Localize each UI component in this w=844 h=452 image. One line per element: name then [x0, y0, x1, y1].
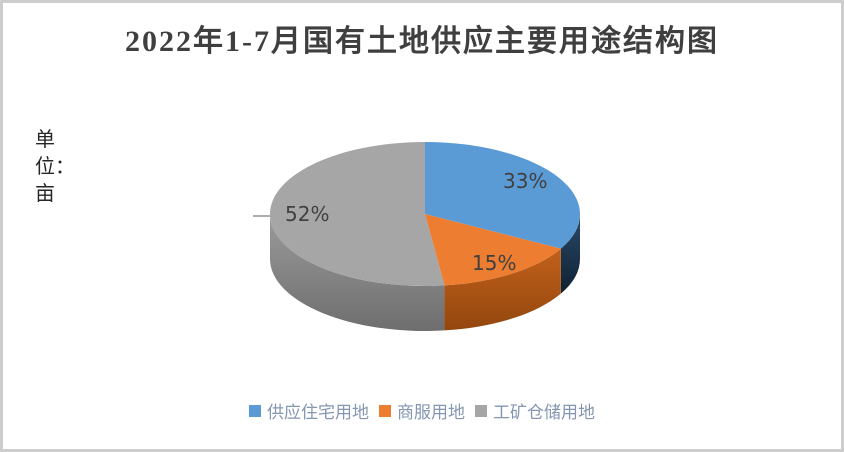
pie-data-label-commercial: 15%	[472, 251, 517, 275]
legend-swatch-residential	[249, 404, 261, 417]
pie-slice-side-0	[560, 214, 580, 294]
pie-data-label-industrial: 52%	[285, 202, 330, 226]
legend-label: 工矿仓储用地	[493, 403, 595, 422]
legend-swatch-commercial	[379, 404, 391, 417]
legend-item-residential[interactable]: 供应住宅用地	[249, 398, 369, 423]
pie-slice-side-2	[270, 214, 445, 331]
legend-label: 供应住宅用地	[267, 403, 369, 422]
pie-slice-2[interactable]	[270, 142, 445, 286]
chart-title: 2022年1-7月国有土地供应主要用途结构图	[125, 25, 719, 58]
legend-swatch-industrial	[475, 404, 487, 417]
legend: 供应住宅用地 商服用地 工矿仓储用地	[0, 398, 844, 423]
pie-data-label-residential: 33%	[503, 169, 548, 193]
pie-slice-1[interactable]	[425, 214, 561, 286]
legend-item-commercial[interactable]: 商服用地	[379, 398, 465, 423]
legend-label: 商服用地	[397, 403, 465, 422]
pie-slice-side-1	[444, 248, 561, 331]
pie-slice-0[interactable]	[425, 142, 580, 249]
legend-item-industrial[interactable]: 工矿仓储用地	[475, 398, 595, 423]
